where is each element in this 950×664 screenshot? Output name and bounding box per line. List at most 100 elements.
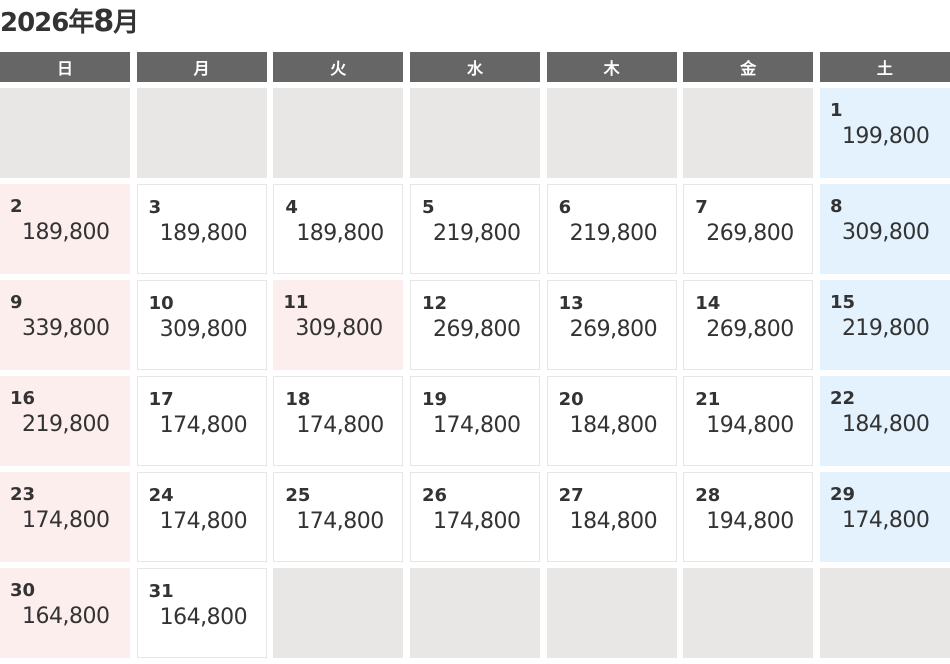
day-cell[interactable]: 8 309,800 <box>819 184 950 274</box>
day-price: 189,800 <box>159 221 248 246</box>
day-price: 269,800 <box>569 317 658 342</box>
day-price: 164,800 <box>159 605 248 630</box>
empty-cell <box>0 88 130 178</box>
day-cell[interactable]: 22 184,800 <box>819 376 950 466</box>
day-number: 1 <box>829 100 843 121</box>
day-price: 309,800 <box>295 316 383 341</box>
day-price: 174,800 <box>22 508 110 533</box>
day-number: 7 <box>695 197 708 218</box>
day-number: 5 <box>421 197 435 218</box>
day-price: 269,800 <box>432 317 521 342</box>
day-cell[interactable]: 25 174,800 <box>273 472 404 562</box>
day-price: 309,800 <box>159 317 248 342</box>
day-price: 174,800 <box>159 413 248 438</box>
day-number: 28 <box>695 485 721 506</box>
day-cell[interactable]: 9 339,800 <box>0 280 130 370</box>
day-number: 26 <box>421 485 448 506</box>
empty-cell <box>819 568 950 658</box>
day-price: 164,800 <box>22 604 110 629</box>
day-cell[interactable]: 26 174,800 <box>409 472 540 562</box>
day-cell[interactable]: 27 184,800 <box>546 472 677 562</box>
day-number: 15 <box>829 292 855 313</box>
day-price: 269,800 <box>706 317 794 342</box>
day-number: 24 <box>148 485 174 506</box>
day-cell[interactable]: 10 309,800 <box>136 280 267 370</box>
day-price: 174,800 <box>432 509 521 534</box>
day-price: 199,800 <box>841 124 930 149</box>
day-cell[interactable]: 24 174,800 <box>136 472 267 562</box>
day-cell[interactable]: 20 184,800 <box>546 376 677 466</box>
empty-cell <box>409 88 540 178</box>
day-price: 269,800 <box>706 221 794 246</box>
day-price: 174,800 <box>159 509 248 534</box>
day-number: 12 <box>421 293 448 314</box>
day-cell[interactable]: 29 174,800 <box>819 472 950 562</box>
day-number: 2 <box>10 196 23 217</box>
day-cell[interactable]: 11 309,800 <box>273 280 404 370</box>
empty-cell <box>273 568 404 658</box>
weekday-header: 木 <box>546 52 677 82</box>
day-cell[interactable]: 16 219,800 <box>0 376 130 466</box>
day-price: 189,800 <box>22 220 110 245</box>
day-number: 3 <box>148 197 162 218</box>
day-cell[interactable]: 15 219,800 <box>819 280 950 370</box>
day-cell[interactable]: 5 219,800 <box>409 184 540 274</box>
weekday-header: 金 <box>683 52 814 82</box>
day-cell[interactable]: 14 269,800 <box>683 280 814 370</box>
day-cell[interactable]: 18 174,800 <box>273 376 404 466</box>
title-month: 8 <box>93 4 114 39</box>
day-cell[interactable]: 19 174,800 <box>409 376 540 466</box>
day-price: 184,800 <box>569 413 658 438</box>
day-number: 8 <box>829 196 843 217</box>
title-month-suffix: 月 <box>113 8 139 38</box>
day-number: 22 <box>829 388 855 409</box>
day-number: 13 <box>558 293 584 314</box>
day-cell[interactable]: 2 189,800 <box>0 184 130 274</box>
day-price: 194,800 <box>706 413 794 438</box>
day-price: 219,800 <box>432 221 521 246</box>
day-price: 184,800 <box>569 509 658 534</box>
calendar-title: 2026年8月 <box>0 2 139 39</box>
day-cell[interactable]: 23 174,800 <box>0 472 130 562</box>
day-number: 10 <box>148 293 174 314</box>
day-cell[interactable]: 21 194,800 <box>683 376 814 466</box>
day-number: 4 <box>285 197 298 218</box>
day-cell[interactable]: 12 269,800 <box>409 280 540 370</box>
day-price: 194,800 <box>706 509 794 534</box>
day-number: 23 <box>10 484 36 505</box>
day-cell[interactable]: 13 269,800 <box>546 280 677 370</box>
weekday-header: 水 <box>409 52 540 82</box>
day-number: 6 <box>558 197 572 218</box>
day-price: 174,800 <box>296 509 384 534</box>
day-price: 174,800 <box>841 508 930 533</box>
calendar-grid: 日月火水木金土 1 199,800 2 189,800 3 189,800 4 189,800 5… <box>0 52 950 664</box>
day-cell[interactable]: 28 194,800 <box>683 472 814 562</box>
weekday-header: 火 <box>273 52 404 82</box>
day-cell[interactable]: 4 189,800 <box>273 184 404 274</box>
day-cell[interactable]: 6 219,800 <box>546 184 677 274</box>
day-cell[interactable]: 17 174,800 <box>136 376 267 466</box>
day-number: 21 <box>695 389 721 410</box>
day-price: 174,800 <box>432 413 521 438</box>
day-price: 339,800 <box>22 316 110 341</box>
day-number: 27 <box>558 485 584 506</box>
weekday-header: 土 <box>819 52 950 82</box>
day-number: 16 <box>10 388 36 409</box>
day-number: 25 <box>285 485 311 506</box>
empty-cell <box>546 88 677 178</box>
day-number: 11 <box>283 292 309 313</box>
day-number: 18 <box>285 389 311 410</box>
day-price: 219,800 <box>841 316 930 341</box>
day-cell[interactable]: 1 199,800 <box>819 88 950 178</box>
day-cell[interactable]: 3 189,800 <box>136 184 267 274</box>
day-number: 31 <box>148 581 174 602</box>
empty-cell <box>546 568 677 658</box>
title-year: 2026年 <box>0 8 94 38</box>
day-cell[interactable]: 30 164,800 <box>0 568 130 658</box>
day-cell[interactable]: 31 164,800 <box>136 568 267 658</box>
day-price: 189,800 <box>296 221 384 246</box>
empty-cell <box>136 88 267 178</box>
weekday-header: 月 <box>136 52 267 82</box>
empty-cell <box>683 88 814 178</box>
day-cell[interactable]: 7 269,800 <box>683 184 814 274</box>
